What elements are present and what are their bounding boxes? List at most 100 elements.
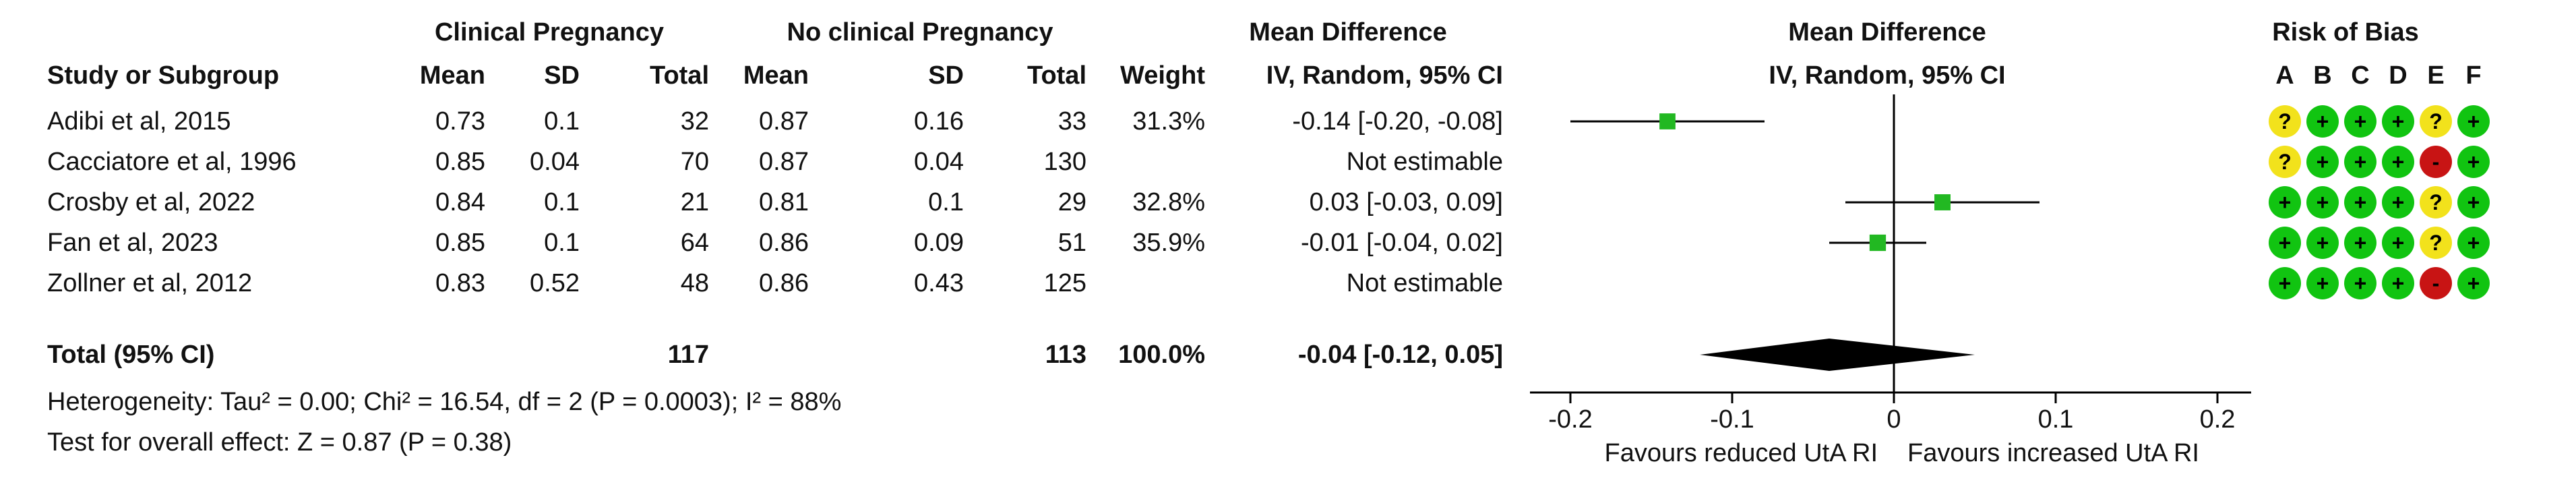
risk-of-bias-symbol: - xyxy=(2432,271,2440,295)
mean1-cell: 0.83 xyxy=(435,269,485,297)
risk-of-bias-symbol: + xyxy=(2354,190,2367,214)
rob-domain-label: E xyxy=(2427,61,2445,90)
rob-domain-label: A xyxy=(2275,61,2294,90)
pooled-diamond xyxy=(1700,339,1975,371)
point-estimate-marker xyxy=(1934,194,1951,210)
risk-of-bias-symbol: + xyxy=(2317,271,2329,295)
group2-header: No clinical Pregnancy xyxy=(787,18,1053,47)
risk-of-bias-dot xyxy=(2457,227,2490,259)
weight-cell: 32.8% xyxy=(1132,188,1205,216)
risk-of-bias-dot xyxy=(2420,105,2452,138)
study-column-header: Study or Subgroup xyxy=(47,61,280,90)
sd2-cell: 0.16 xyxy=(914,107,964,136)
study-name: Adibi et al, 2015 xyxy=(47,107,231,136)
md-ci-cell: Not estimable xyxy=(1346,269,1503,297)
risk-of-bias-symbol: + xyxy=(2392,271,2405,295)
risk-of-bias-symbol: + xyxy=(2279,231,2292,255)
mean1-cell: 0.73 xyxy=(435,107,485,136)
total1-sum: 117 xyxy=(667,341,709,369)
risk-of-bias-dot xyxy=(2306,186,2339,219)
total-label: Total (95% CI) xyxy=(47,341,215,369)
risk-of-bias-dot xyxy=(2420,146,2452,178)
risk-of-bias-symbol: + xyxy=(2467,271,2480,295)
total-weight: 100.0% xyxy=(1118,341,1205,369)
study-name: Cacciatore et al, 1996 xyxy=(47,148,297,176)
overall-effect-text: Test for overall effect: Z = 0.87 (P = 0… xyxy=(47,428,512,457)
risk-of-bias-dot xyxy=(2269,146,2301,178)
risk-of-bias-symbol: + xyxy=(2467,231,2480,255)
mean2-cell: 0.81 xyxy=(759,188,809,216)
md-ci-cell: Not estimable xyxy=(1346,148,1503,176)
total1-cell: 48 xyxy=(680,269,709,297)
md-method-header: IV, Random, 95% CI xyxy=(1266,61,1503,90)
sd1-header: SD xyxy=(544,61,580,90)
mean2-cell: 0.86 xyxy=(759,269,809,297)
risk-of-bias-symbol: + xyxy=(2317,150,2329,174)
risk-of-bias-dot xyxy=(2457,267,2490,299)
md-ci-cell: -0.01 [-0.04, 0.02] xyxy=(1301,229,1503,257)
weight-cell: 31.3% xyxy=(1132,107,1205,136)
risk-of-bias-dot xyxy=(2306,146,2339,178)
study-name: Fan et al, 2023 xyxy=(47,229,218,257)
plot-method-header: IV, Random, 95% CI xyxy=(1769,61,2006,90)
group1-header: Clinical Pregnancy xyxy=(434,18,664,47)
mean2-header: Mean xyxy=(743,61,809,90)
sd2-cell: 0.04 xyxy=(914,148,964,176)
risk-of-bias-symbol: ? xyxy=(2278,150,2292,174)
mean2-cell: 0.87 xyxy=(759,107,809,136)
mean1-cell: 0.84 xyxy=(435,188,485,216)
md-ci-cell: 0.03 [-0.03, 0.09] xyxy=(1309,188,1503,216)
risk-of-bias-symbol: + xyxy=(2354,271,2367,295)
risk-of-bias-symbol: ? xyxy=(2278,109,2292,134)
risk-of-bias-dot xyxy=(2382,146,2414,178)
risk-of-bias-dot xyxy=(2269,105,2301,138)
risk-of-bias-dot xyxy=(2420,227,2452,259)
x-tick-label: 0.2 xyxy=(2200,405,2236,434)
risk-of-bias-symbol: + xyxy=(2392,109,2405,134)
risk-of-bias-dot xyxy=(2382,227,2414,259)
sd1-cell: 0.1 xyxy=(544,229,580,257)
weight-cell: 35.9% xyxy=(1132,229,1205,257)
risk-of-bias-dot xyxy=(2420,267,2452,299)
risk-of-bias-dot xyxy=(2420,186,2452,219)
total1-cell: 70 xyxy=(680,148,709,176)
plot-header: Mean Difference xyxy=(1788,18,1986,47)
mean1-cell: 0.85 xyxy=(435,229,485,257)
total2-cell: 130 xyxy=(1043,148,1086,176)
risk-of-bias-symbol: + xyxy=(2392,150,2405,174)
md-ci-cell: -0.14 [-0.20, -0.08] xyxy=(1292,107,1503,136)
total2-cell: 29 xyxy=(1057,188,1086,216)
md-header: Mean Difference xyxy=(1249,18,1447,47)
total1-cell: 21 xyxy=(680,188,709,216)
risk-of-bias-dot xyxy=(2457,105,2490,138)
risk-of-bias-dot xyxy=(2344,146,2376,178)
study-name: Crosby et al, 2022 xyxy=(47,188,255,216)
sd1-cell: 0.1 xyxy=(544,107,580,136)
study-name: Zollner et al, 2012 xyxy=(47,269,253,297)
heterogeneity-text: Heterogeneity: Tau² = 0.00; Chi² = 16.54… xyxy=(47,388,842,416)
risk-of-bias-symbol: + xyxy=(2392,190,2405,214)
risk-of-bias-dot xyxy=(2344,227,2376,259)
risk-of-bias-dot xyxy=(2382,267,2414,299)
risk-of-bias-symbol: + xyxy=(2467,150,2480,174)
sd1-cell: 0.1 xyxy=(544,188,580,216)
risk-of-bias-dot xyxy=(2344,267,2376,299)
rob-domain-label: F xyxy=(2465,61,2482,90)
sd1-cell: 0.52 xyxy=(530,269,580,297)
risk-of-bias-dot xyxy=(2306,227,2339,259)
risk-of-bias-dot xyxy=(2382,186,2414,219)
risk-of-bias-dot xyxy=(2269,186,2301,219)
risk-of-bias-symbol: + xyxy=(2354,150,2367,174)
total1-cell: 32 xyxy=(680,107,709,136)
pooled-md-ci: -0.04 [-0.12, 0.05] xyxy=(1297,341,1503,369)
risk-of-bias-symbol: + xyxy=(2317,109,2329,134)
total2-sum: 113 xyxy=(1045,341,1086,369)
mean2-cell: 0.86 xyxy=(759,229,809,257)
point-estimate-marker xyxy=(1659,113,1676,129)
sd2-cell: 0.43 xyxy=(914,269,964,297)
risk-of-bias-symbol: + xyxy=(2354,109,2367,134)
rob-header: Risk of Bias xyxy=(2272,18,2419,47)
favours-right-label: Favours increased UtA RI xyxy=(1907,439,2199,467)
x-tick-label: 0.1 xyxy=(2038,405,2074,434)
